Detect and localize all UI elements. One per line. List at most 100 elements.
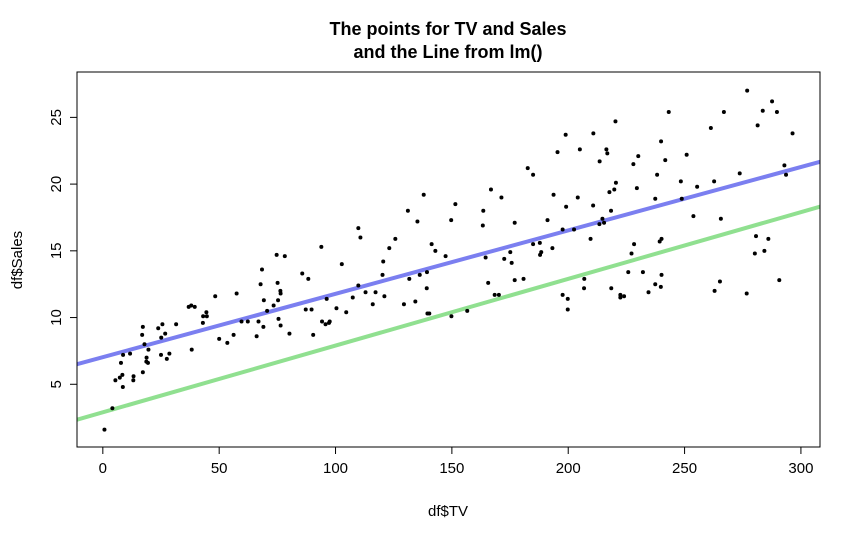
point — [591, 203, 596, 208]
point — [502, 256, 507, 261]
point — [261, 298, 266, 303]
point — [234, 291, 239, 296]
point — [407, 276, 412, 281]
point — [508, 250, 513, 255]
point — [140, 324, 145, 329]
point — [634, 186, 639, 191]
point — [666, 110, 671, 115]
point — [339, 262, 344, 267]
point — [387, 246, 392, 251]
point — [790, 131, 795, 136]
point — [629, 251, 634, 256]
point — [604, 147, 609, 152]
point — [350, 295, 355, 300]
point — [657, 239, 662, 244]
point — [324, 296, 329, 301]
point — [602, 220, 607, 225]
point — [287, 331, 292, 336]
point — [303, 307, 308, 312]
point — [424, 270, 429, 275]
point — [777, 278, 782, 283]
point — [609, 208, 614, 213]
point — [320, 319, 325, 324]
point — [131, 374, 136, 379]
point — [718, 216, 723, 221]
point — [488, 187, 493, 192]
point — [381, 259, 386, 264]
point — [607, 190, 612, 195]
point — [239, 319, 244, 324]
point — [679, 196, 684, 201]
point — [449, 314, 454, 319]
point — [626, 270, 631, 275]
point — [631, 162, 636, 167]
point — [309, 307, 314, 312]
point — [591, 131, 596, 136]
point — [102, 427, 107, 432]
point — [254, 334, 259, 339]
point — [380, 272, 385, 277]
x-tick-label: 100 — [323, 460, 348, 477]
point — [300, 271, 305, 276]
point — [159, 335, 164, 340]
point — [144, 355, 149, 360]
point — [356, 283, 361, 288]
point — [261, 324, 266, 329]
x-tick-label: 300 — [788, 460, 813, 477]
point — [754, 234, 759, 239]
point — [483, 255, 488, 260]
point — [539, 250, 544, 255]
point — [678, 179, 683, 184]
x-tick-label: 150 — [439, 460, 464, 477]
point — [201, 314, 206, 319]
point — [110, 406, 115, 411]
point — [565, 307, 570, 312]
point — [306, 276, 311, 281]
point — [146, 347, 151, 352]
point — [521, 276, 526, 281]
point — [156, 326, 161, 331]
point — [278, 323, 283, 328]
point — [537, 240, 542, 245]
point — [217, 336, 222, 341]
point — [782, 163, 787, 168]
point — [204, 310, 209, 315]
point — [565, 296, 570, 301]
point — [512, 220, 517, 225]
point — [370, 302, 375, 307]
plot-frame — [76, 71, 821, 448]
point — [393, 236, 398, 241]
point — [486, 280, 491, 285]
point — [204, 314, 209, 319]
point — [755, 123, 760, 128]
point — [588, 236, 593, 241]
x-axis-label: df$TV — [428, 503, 468, 520]
point — [721, 110, 726, 115]
point — [658, 284, 663, 289]
chart-title: and the Line from lm() — [354, 42, 543, 62]
point — [200, 320, 205, 325]
point — [784, 172, 789, 177]
point — [531, 172, 536, 177]
point — [453, 202, 458, 207]
point — [117, 375, 122, 380]
point — [744, 291, 749, 296]
point — [770, 99, 775, 104]
point — [609, 286, 614, 291]
point — [531, 242, 536, 247]
point — [605, 151, 610, 156]
point — [597, 222, 602, 227]
point — [271, 303, 276, 308]
point — [762, 248, 767, 253]
point — [582, 286, 587, 291]
point — [572, 227, 577, 232]
point — [323, 322, 328, 327]
regression-line — [77, 204, 820, 422]
point — [695, 184, 700, 189]
point — [708, 126, 713, 131]
point — [545, 218, 550, 223]
point — [278, 288, 283, 293]
point — [717, 279, 722, 284]
point — [499, 195, 504, 200]
